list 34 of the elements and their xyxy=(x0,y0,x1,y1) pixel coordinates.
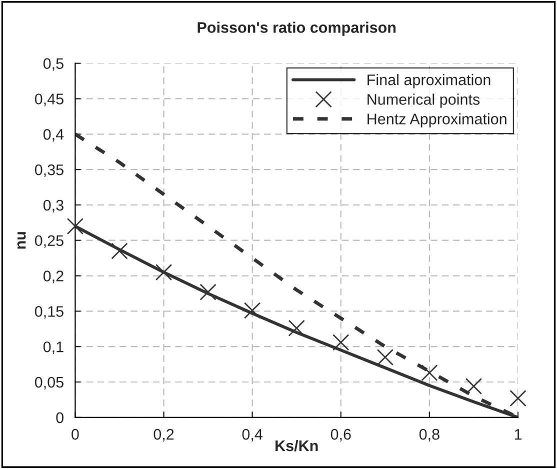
y-tick-label: 0,35 xyxy=(34,164,64,178)
point xyxy=(66,218,84,235)
x-axis-title: Ks/Kn xyxy=(276,440,318,452)
y-tick-label: 0,2 xyxy=(43,270,64,284)
point xyxy=(288,320,305,337)
y-axis-title: nu xyxy=(17,232,26,249)
x-tick-label: 0,6 xyxy=(330,428,351,442)
y-tick-label: 0 xyxy=(56,412,64,424)
y-tick-label: 0,4 xyxy=(43,129,64,142)
y-tick-label: 0,5 xyxy=(43,58,64,71)
x-tick-label: 0,4 xyxy=(242,428,262,442)
legend-label: Numerical points xyxy=(368,94,480,108)
chart-title: Poisson's ratio comparison xyxy=(198,22,396,36)
y-tick-label: 0,15 xyxy=(34,306,64,319)
x-tick-label: 1 xyxy=(514,429,522,440)
y-tick-label: 0,05 xyxy=(34,376,64,390)
y-tick-label: 0,25 xyxy=(34,235,64,248)
point xyxy=(155,264,172,281)
point xyxy=(332,334,350,351)
point xyxy=(421,364,438,382)
point xyxy=(200,284,216,300)
x-tick-label: 0,2 xyxy=(154,428,174,442)
legend-label: Hentz Approximation xyxy=(368,113,506,128)
point xyxy=(465,378,482,395)
y-tick-label: 0,45 xyxy=(34,94,64,106)
legend-label: Final aproximation xyxy=(368,74,490,88)
x-tick-label: 0,8 xyxy=(419,428,440,442)
point xyxy=(111,242,128,260)
point xyxy=(510,390,526,407)
y-tick-label: 0,1 xyxy=(43,341,64,354)
y-tick-label: 0,3 xyxy=(43,200,64,212)
x-tick-label: 0 xyxy=(72,428,79,440)
point xyxy=(244,302,261,319)
point xyxy=(376,348,394,366)
